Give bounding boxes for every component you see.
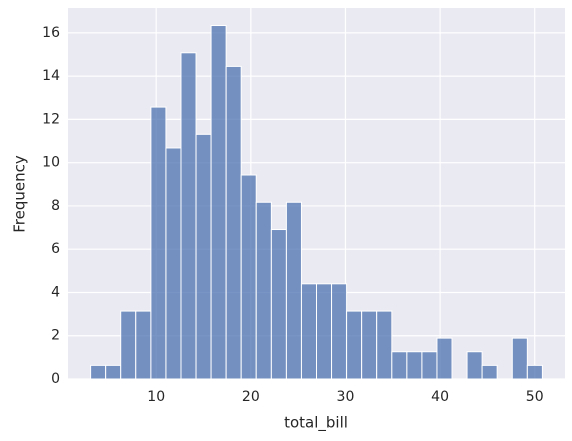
bar (165, 147, 182, 380)
x-axis-label: total_bill (284, 414, 348, 433)
bar (406, 351, 423, 380)
y-tick-label: 0 (51, 371, 60, 387)
bar (255, 201, 272, 380)
y-tick-label: 6 (51, 241, 60, 257)
bar (225, 65, 242, 380)
bar (436, 337, 453, 380)
y-tick-label: 12 (42, 111, 60, 127)
bar (240, 174, 257, 380)
bar (105, 364, 122, 380)
x-tick-label: 30 (337, 389, 355, 405)
bar (481, 364, 498, 380)
bar (376, 310, 393, 380)
bar (285, 201, 302, 380)
bar (526, 364, 543, 380)
x-tick-label: 10 (147, 389, 165, 405)
y-axis-label: Frequency (11, 155, 29, 233)
bar (90, 364, 107, 380)
bar (135, 310, 152, 380)
bar (361, 310, 378, 380)
y-tick-label: 10 (42, 155, 60, 171)
x-tick-label: 20 (242, 389, 260, 405)
bar (270, 229, 287, 380)
bar (120, 310, 137, 380)
bar (466, 351, 483, 380)
bar (180, 52, 197, 380)
bar (195, 133, 212, 380)
bar (300, 283, 318, 380)
y-tick-label: 2 (51, 328, 60, 344)
bar (346, 310, 363, 380)
bar (391, 351, 408, 380)
y-tick-label: 16 (42, 25, 60, 41)
bar (511, 337, 528, 380)
bar (331, 283, 348, 380)
y-tick-label: 8 (51, 198, 60, 214)
bars (90, 25, 543, 380)
x-tick-label: 50 (526, 389, 544, 405)
y-tick-label: 4 (51, 284, 60, 300)
bar (316, 283, 333, 380)
y-tick-label: 14 (42, 68, 60, 84)
bar (421, 351, 438, 380)
x-tick-label: 40 (431, 389, 449, 405)
bar (150, 106, 167, 380)
bar (210, 25, 227, 380)
